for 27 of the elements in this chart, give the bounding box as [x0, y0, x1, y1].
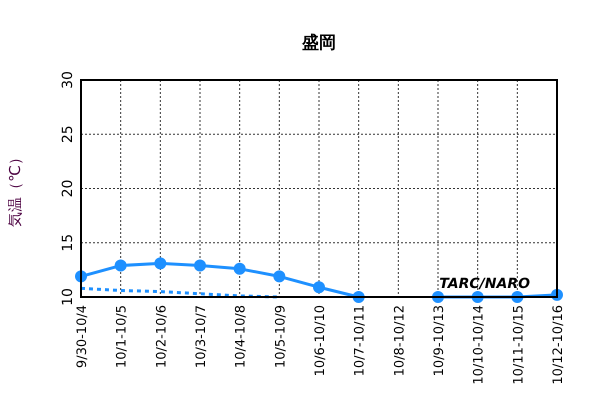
- point: [313, 281, 325, 294]
- point: [154, 257, 166, 270]
- x-tick-label: 10/4-10/8: [234, 305, 249, 368]
- x-tick-label: 9/30-10/4: [75, 305, 90, 368]
- x-tick-label: 10/12-10/16: [551, 305, 566, 385]
- y-tick-label: 25: [60, 125, 76, 144]
- y-tick-label: 20: [60, 180, 76, 198]
- x-tick-label: 10/9-10/13: [432, 305, 447, 376]
- x-tick-label: 10/8-10/12: [392, 305, 408, 376]
- x-tick-label: 10/5-10/9: [273, 305, 288, 368]
- x-tick-label: 10/7-10/11: [352, 305, 368, 376]
- annotation: TARC/NARO: [439, 276, 530, 292]
- point: [194, 260, 206, 272]
- point: [234, 262, 246, 275]
- chart-title: 盛岡: [301, 33, 336, 53]
- y-tick-label: 10: [60, 288, 76, 306]
- x-tick-label: 10/2-10/6: [154, 305, 170, 368]
- x-tick-label: 10/10-10/14: [472, 305, 487, 385]
- point: [114, 260, 127, 272]
- x-tick-label: 10/1-10/5: [114, 305, 130, 368]
- y-axis-title: 気温（℃）: [6, 150, 24, 227]
- point: [273, 270, 286, 282]
- y-tick-label: 15: [60, 234, 76, 252]
- x-tick-label: 10/11-10/15: [511, 305, 526, 385]
- x-tick-label: 10/6-10/10: [313, 305, 328, 376]
- y-tick-label: 30: [60, 71, 76, 89]
- x-tick-label: 10/3-10/7: [194, 305, 209, 368]
